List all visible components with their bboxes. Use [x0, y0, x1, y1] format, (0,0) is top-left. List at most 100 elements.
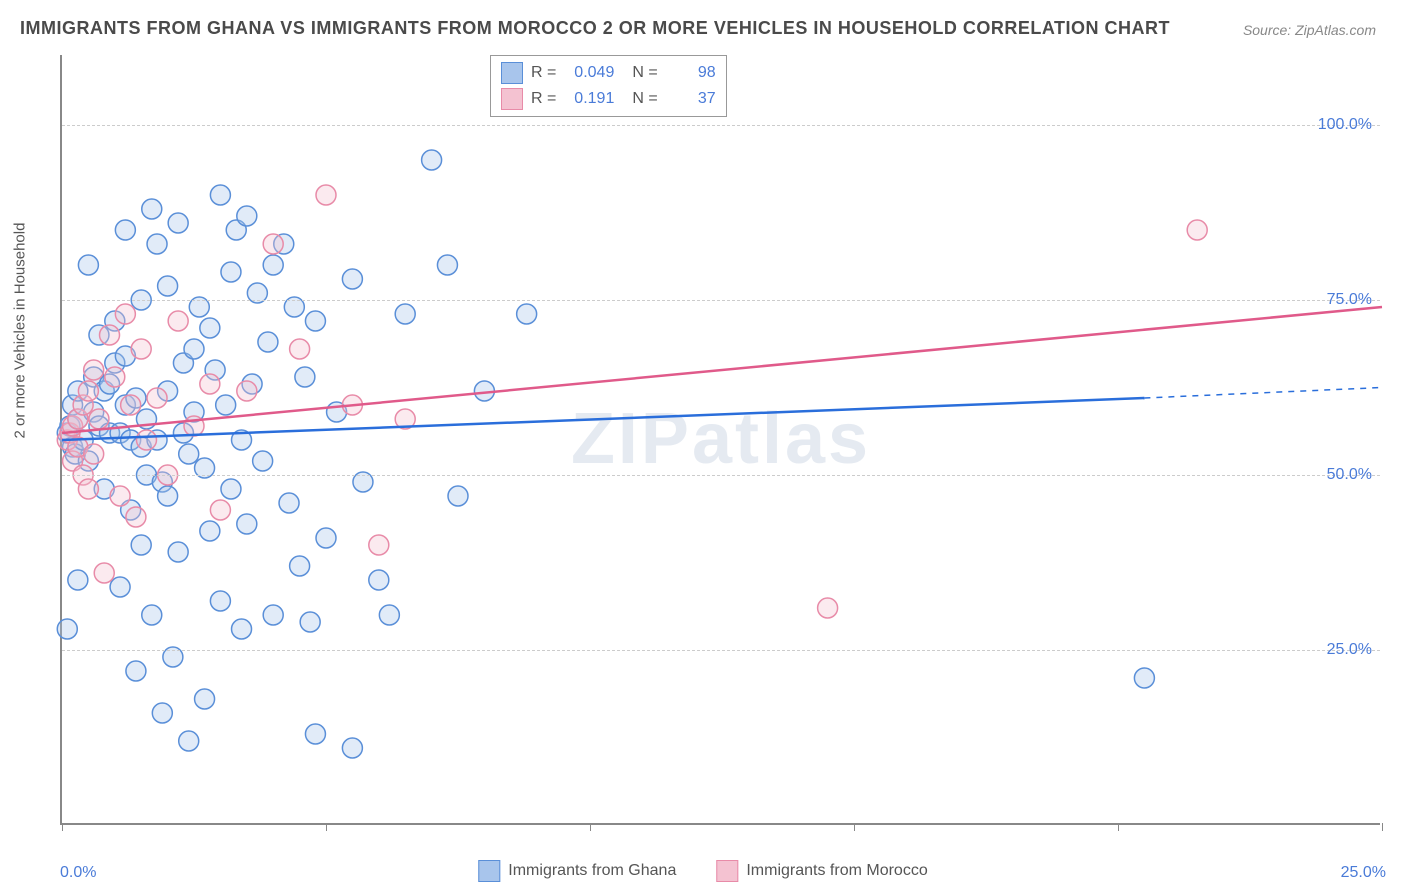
scatter-point	[342, 269, 362, 289]
y-tick-label: 50.0%	[1327, 466, 1372, 484]
scatter-point	[131, 535, 151, 555]
scatter-point	[100, 325, 120, 345]
legend-swatch	[478, 860, 500, 882]
scatter-point	[126, 507, 146, 527]
scatter-point	[57, 619, 77, 639]
scatter-point	[221, 479, 241, 499]
x-tick	[326, 823, 327, 831]
scatter-point	[437, 255, 457, 275]
scatter-point	[300, 612, 320, 632]
scatter-point	[110, 577, 130, 597]
gridline	[62, 125, 1380, 126]
scatter-point	[136, 430, 156, 450]
x-tick-label: 25.0%	[1341, 864, 1386, 882]
scatter-point	[216, 395, 236, 415]
scatter-point	[105, 367, 125, 387]
scatter-point	[232, 619, 252, 639]
scatter-point	[517, 304, 537, 324]
scatter-point	[158, 276, 178, 296]
legend-item: Immigrants from Morocco	[716, 860, 927, 882]
scatter-point	[369, 570, 389, 590]
stats-row: R = 0.049 N = 98	[501, 60, 716, 86]
source-attribution: Source: ZipAtlas.com	[1243, 22, 1376, 38]
scatter-point	[305, 311, 325, 331]
scatter-point	[78, 381, 98, 401]
scatter-point	[818, 598, 838, 618]
legend-swatch	[501, 88, 523, 110]
scatter-point	[1187, 220, 1207, 240]
scatter-point	[168, 311, 188, 331]
stat-R-label: R =	[531, 64, 556, 82]
scatter-point	[395, 304, 415, 324]
scatter-point	[200, 318, 220, 338]
scatter-point	[379, 605, 399, 625]
scatter-point	[210, 185, 230, 205]
scatter-point	[195, 689, 215, 709]
stat-N-label: N =	[632, 90, 657, 108]
scatter-point	[78, 479, 98, 499]
gridline	[62, 650, 1380, 651]
scatter-point	[142, 199, 162, 219]
scatter-point	[258, 332, 278, 352]
scatter-point	[369, 535, 389, 555]
bottom-legend: Immigrants from Ghana Immigrants from Mor…	[478, 860, 927, 882]
scatter-point	[168, 213, 188, 233]
scatter-point	[342, 738, 362, 758]
scatter-point	[237, 206, 257, 226]
scatter-point	[168, 542, 188, 562]
scatter-point	[200, 374, 220, 394]
scatter-point	[147, 388, 167, 408]
scatter-point	[179, 731, 199, 751]
scatter-point	[115, 220, 135, 240]
scatter-point	[89, 409, 109, 429]
scatter-point	[237, 514, 257, 534]
x-tick	[854, 823, 855, 831]
chart-title: IMMIGRANTS FROM GHANA VS IMMIGRANTS FROM…	[20, 18, 1170, 39]
scatter-point	[158, 486, 178, 506]
scatter-point	[121, 395, 141, 415]
legend-label: Immigrants from Morocco	[746, 862, 927, 880]
y-tick-label: 25.0%	[1327, 641, 1372, 659]
x-tick	[62, 823, 63, 831]
y-tick-label: 75.0%	[1327, 291, 1372, 309]
scatter-point	[263, 255, 283, 275]
stat-N-label: N =	[632, 64, 657, 82]
scatter-point	[200, 521, 220, 541]
scatter-point	[131, 339, 151, 359]
scatter-point	[316, 185, 336, 205]
scatter-point	[305, 724, 325, 744]
scatter-point	[210, 500, 230, 520]
x-tick-label: 0.0%	[60, 864, 96, 882]
scatter-point	[126, 661, 146, 681]
scatter-point	[147, 234, 167, 254]
y-axis-label: 2 or more Vehicles in Household	[12, 223, 29, 439]
legend-swatch	[716, 860, 738, 882]
scatter-point	[115, 304, 135, 324]
scatter-point	[78, 255, 98, 275]
stat-N-value: 37	[666, 90, 716, 108]
gridline	[62, 300, 1380, 301]
plot-area: ZIPatlas 25.0%50.0%75.0%100.0%	[60, 55, 1380, 825]
scatter-point	[221, 262, 241, 282]
scatter-point	[263, 605, 283, 625]
scatter-point	[84, 360, 104, 380]
stat-R-label: R =	[531, 90, 556, 108]
stat-N-value: 98	[666, 64, 716, 82]
scatter-point	[279, 493, 299, 513]
scatter-point	[210, 591, 230, 611]
scatter-point	[152, 703, 172, 723]
scatter-point	[316, 528, 336, 548]
x-tick	[590, 823, 591, 831]
y-tick-label: 100.0%	[1318, 116, 1372, 134]
scatter-point	[253, 451, 273, 471]
stats-row: R =0.191N =37	[501, 86, 716, 112]
scatter-point	[84, 444, 104, 464]
scatter-point	[295, 367, 315, 387]
scatter-point	[179, 444, 199, 464]
legend-item: Immigrants from Ghana	[478, 860, 676, 882]
x-tick	[1118, 823, 1119, 831]
stat-R-value: 0.049	[564, 64, 614, 82]
scatter-point	[237, 381, 257, 401]
trend-line-dashed	[1144, 388, 1382, 399]
gridline	[62, 475, 1380, 476]
